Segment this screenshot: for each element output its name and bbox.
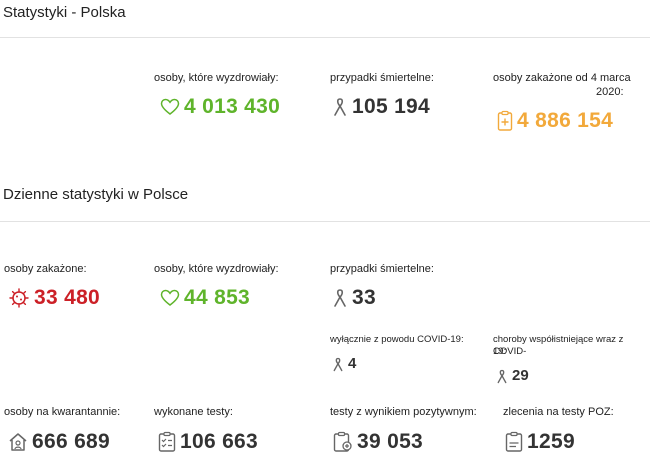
poz-orders-stat: 1259 [505,430,575,454]
ribbon-icon [332,97,348,117]
positive-tests-label: testy z wynikiem pozytywnym: [330,406,477,418]
ribbon-icon [332,357,344,372]
daily-recovered-stat: 44 853 [160,286,250,310]
poz-orders-value: 1259 [527,430,575,453]
tests-value: 106 663 [180,430,259,453]
deaths-comorbid-label-line1: choroby współistniejące wraz z COVID- [493,334,624,357]
section-title-daily: Dzienne statystyki w Polsce [3,186,189,203]
house-icon [8,432,28,452]
deaths-covid-only-label: wyłącznie z powodu COVID-19: [330,334,464,345]
deaths-covid-only-stat: 4 [332,355,356,373]
daily-infected-stat: 33 480 [8,286,100,310]
positive-tests-stat: 39 053 [333,430,423,454]
checklist-icon [158,431,176,453]
deaths-value: 105 194 [352,95,431,118]
divider [0,37,650,38]
infected-total-value: 4 886 154 [517,109,614,132]
daily-infected-value: 33 480 [34,286,101,309]
tests-stat: 106 663 [158,430,258,454]
heart-icon [160,289,180,307]
poz-orders-label: zlecenia na testy POZ: [503,406,614,418]
daily-recovered-label: osoby, które wyzdrowiały: [154,263,279,275]
virus-icon [8,287,30,309]
infected-total-stat: 4 886 154 [497,109,613,133]
recovered-label: osoby, które wyzdrowiały: [154,72,279,84]
quarantine-stat: 666 689 [8,430,110,454]
quarantine-label: osoby na kwarantannie: [4,406,121,418]
tests-label: wykonane testy: [154,406,233,418]
poz-clipboard-icon [505,431,523,453]
heart-icon [160,98,180,116]
daily-deaths-stat: 33 [332,286,376,310]
recovered-value: 4 013 430 [184,95,281,118]
deaths-stat: 105 194 [332,95,430,119]
positive-test-icon [333,431,353,453]
daily-recovered-value: 44 853 [184,286,251,309]
infected-total-label-line2: 2020: [596,86,624,98]
deaths-label: przypadki śmiertelne: [330,72,434,84]
quarantine-value: 666 689 [32,430,111,453]
daily-deaths-label: przypadki śmiertelne: [330,263,434,275]
infected-total-label-line1: osoby zakażone od 4 marca [493,72,631,84]
deaths-comorbid-value: 29 [512,367,529,384]
deaths-covid-only-value: 4 [348,355,357,372]
medical-clipboard-icon [497,110,513,132]
positive-tests-value: 39 053 [357,430,424,453]
deaths-comorbid-stat: 29 [496,367,529,385]
ribbon-icon [496,369,508,384]
recovered-stat: 4 013 430 [160,95,280,119]
divider [0,221,650,222]
daily-infected-label: osoby zakażone: [4,263,87,275]
section-title-poland: Statystyki - Polska [3,4,126,21]
ribbon-icon [332,288,348,308]
daily-deaths-value: 33 [352,286,376,309]
deaths-comorbid-label-line2: 19: [493,346,507,357]
